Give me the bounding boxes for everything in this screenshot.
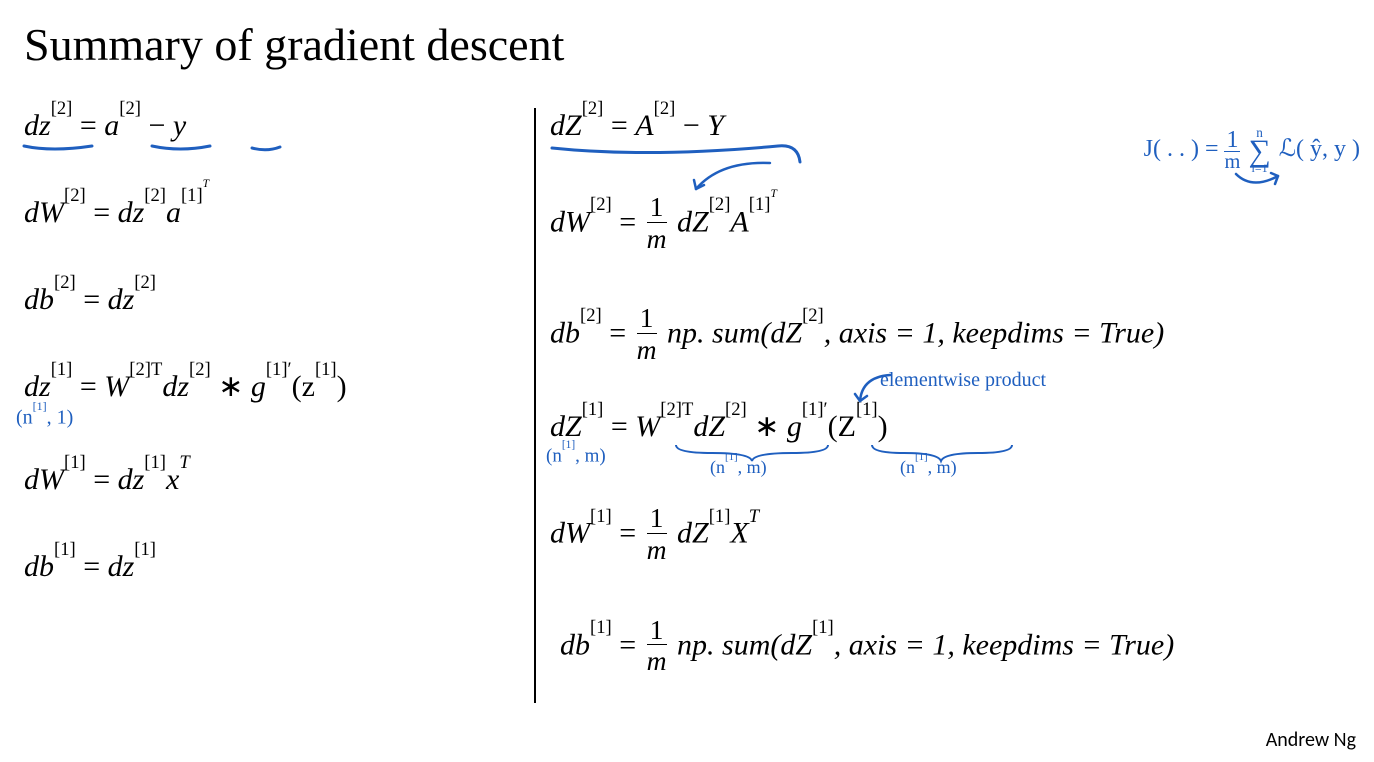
eq-db1-right: db[1] = 1m np. sum(dZ[1], axis = 1, keep… bbox=[560, 618, 1350, 677]
eq-dz1-left: dz[1] = W[2]Tdz[2] ∗ g[1]′(z[1]) (n[1], … bbox=[24, 369, 522, 404]
arrow-to-frac bbox=[690, 159, 780, 199]
eq-dW1-right: dW[1] = 1m dZ[1]XT bbox=[550, 506, 1350, 565]
annot-dim-dZ1: (n[1], m) bbox=[546, 445, 606, 467]
page-title: Summary of gradient descent bbox=[24, 18, 564, 71]
eq-dZ1-right: dZ[1] = W[2]TdZ[2] ∗ g[1]′(Z[1]) element… bbox=[550, 409, 1350, 444]
annot-elementwise: elementwise product bbox=[880, 369, 1046, 392]
eq-dW1-left: dW[1] = dz[1]xT bbox=[24, 462, 522, 497]
attribution: Andrew Ng bbox=[1266, 728, 1356, 752]
underline-dz2 bbox=[22, 140, 282, 158]
equation-columns: dz[2] = a[2] − y dW[2] = dz[2]a[1]T db[2… bbox=[24, 108, 1350, 708]
annot-dim-WdZ: (n[1], m) bbox=[710, 457, 767, 478]
annot-cost-fn: J( . . ) = 1m n∑i=1 ℒ( ŷ, y ) bbox=[1144, 128, 1360, 173]
eq-db1-left: db[1] = dz[1] bbox=[24, 549, 522, 584]
annot-n1-1: (n[1], 1) bbox=[16, 405, 73, 430]
eq-db2-left: db[2] = dz[2] bbox=[24, 282, 522, 317]
eq-db2-right: db[2] = 1m np. sum(dZ[2], axis = 1, keep… bbox=[550, 306, 1350, 365]
annot-dim-gZ: (n[1], m) bbox=[900, 457, 957, 478]
left-column: dz[2] = a[2] − y dW[2] = dz[2]a[1]T db[2… bbox=[24, 108, 534, 708]
eq-dW2-right: dW[2] = 1m dZ[2]A[1]T bbox=[550, 195, 1350, 254]
right-column: dZ[2] = A[2] − Y dW[2] = 1m dZ[2]A[1]T d… bbox=[536, 108, 1350, 708]
eq-dW2-left: dW[2] = dz[2]a[1]T bbox=[24, 195, 522, 230]
underline-dZ2 bbox=[548, 140, 828, 180]
eq-dz2-left: dz[2] = a[2] − y bbox=[24, 108, 522, 143]
